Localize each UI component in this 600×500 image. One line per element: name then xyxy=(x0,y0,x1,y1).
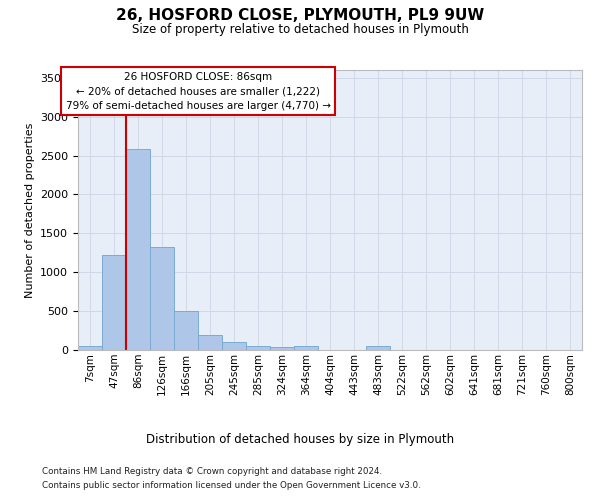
Text: Contains public sector information licensed under the Open Government Licence v3: Contains public sector information licen… xyxy=(42,481,421,490)
Bar xyxy=(78,346,102,350)
Bar xyxy=(270,347,294,350)
Text: Distribution of detached houses by size in Plymouth: Distribution of detached houses by size … xyxy=(146,432,454,446)
Bar xyxy=(150,246,174,350)
Bar xyxy=(222,342,246,350)
Text: Size of property relative to detached houses in Plymouth: Size of property relative to detached ho… xyxy=(131,22,469,36)
Text: 26 HOSFORD CLOSE: 86sqm
← 20% of detached houses are smaller (1,222)
79% of semi: 26 HOSFORD CLOSE: 86sqm ← 20% of detache… xyxy=(65,72,331,111)
Text: 26, HOSFORD CLOSE, PLYMOUTH, PL9 9UW: 26, HOSFORD CLOSE, PLYMOUTH, PL9 9UW xyxy=(116,8,484,22)
Bar xyxy=(246,346,270,350)
Bar xyxy=(366,346,390,350)
Bar xyxy=(294,346,318,350)
Bar xyxy=(126,150,150,350)
Bar xyxy=(102,255,126,350)
Bar xyxy=(174,311,198,350)
Text: Contains HM Land Registry data © Crown copyright and database right 2024.: Contains HM Land Registry data © Crown c… xyxy=(42,468,382,476)
Bar xyxy=(198,335,222,350)
Y-axis label: Number of detached properties: Number of detached properties xyxy=(25,122,35,298)
